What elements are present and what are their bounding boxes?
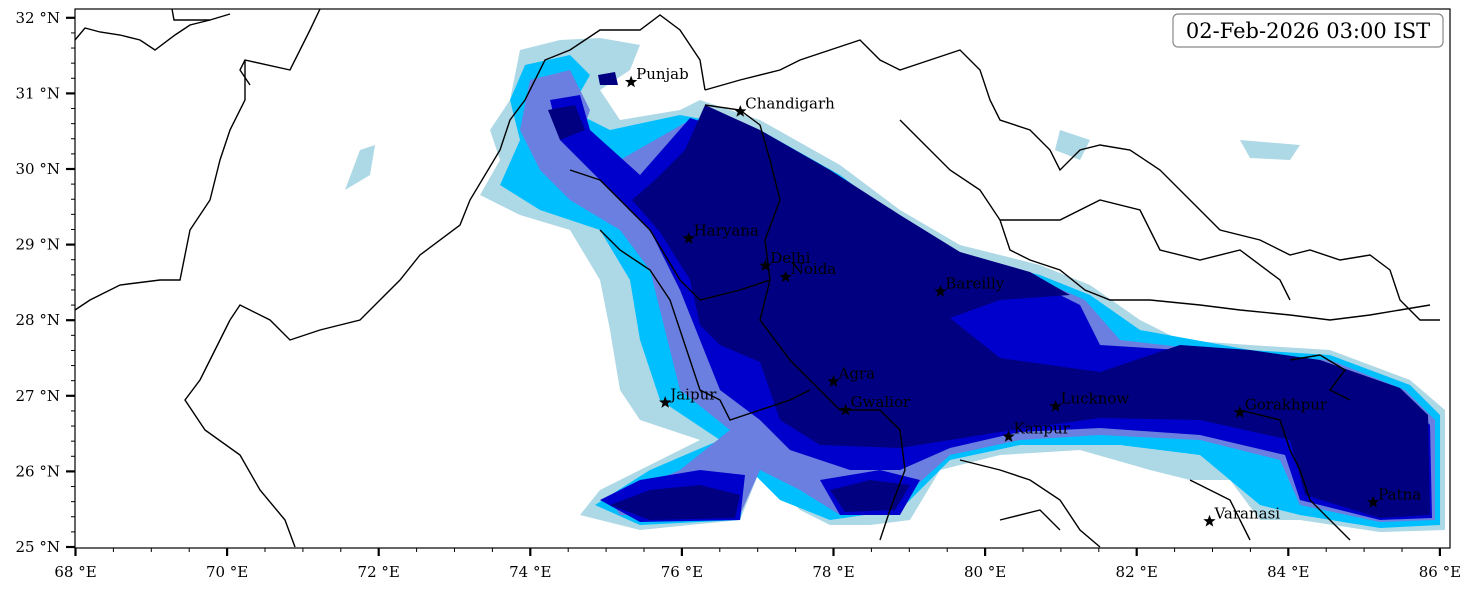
x-tick-label: 76 °E	[661, 563, 703, 581]
x-tick-label: 68 °E	[54, 563, 96, 581]
city-label: Gorakhpur	[1245, 395, 1328, 413]
precip-level-5	[548, 72, 1430, 520]
y-tick-label: 32 °N	[16, 9, 60, 27]
city-label: Varanasi	[1213, 504, 1280, 522]
city-label: Jaipur	[668, 386, 717, 404]
timestamp-box: 02-Feb-2026 03:00 IST	[1172, 13, 1444, 48]
city-star-icon	[1049, 399, 1062, 412]
city-star-icon	[827, 374, 840, 387]
city-star-icon	[934, 285, 947, 297]
y-tick-label: 25 °N	[16, 538, 60, 556]
city-star-icon	[1233, 405, 1246, 418]
x-tick-label: 72 °E	[358, 563, 400, 581]
city-label: Noida	[791, 260, 837, 278]
plot-frame	[74, 8, 1451, 549]
city-star-icon	[1203, 514, 1216, 527]
city-star-icon	[624, 75, 638, 88]
city-star-icon	[779, 270, 792, 283]
city-label: Chandigarh	[745, 95, 835, 113]
timestamp-label: 02-Feb-2026 03:00 IST	[1186, 19, 1430, 43]
city-label: Patna	[1378, 485, 1421, 503]
x-tick-label: 74 °E	[509, 563, 551, 581]
city-star-icon	[734, 105, 747, 117]
city-star-icon	[1002, 430, 1015, 442]
x-tick-label: 80 °E	[964, 563, 1006, 581]
y-tick-label: 27 °N	[16, 387, 60, 405]
city-star-icon	[1367, 495, 1380, 508]
city-label: Haryana	[694, 222, 759, 240]
city-label: Punjab	[636, 65, 689, 83]
borders	[75, 9, 1440, 548]
city-star-icon	[839, 403, 852, 416]
y-tick-label: 29 °N	[16, 236, 60, 254]
city-label: Kanpur	[1014, 420, 1071, 438]
y-tick-label: 28 °N	[16, 311, 60, 329]
y-tick-label: 30 °N	[16, 160, 60, 178]
city-label: Gwalior	[851, 393, 911, 411]
y-tick-label: 31 °N	[16, 84, 60, 102]
city-star-icon	[759, 259, 772, 271]
x-tick-label: 70 °E	[206, 563, 248, 581]
y-tick-label: 26 °N	[16, 462, 60, 480]
city-star-icon	[682, 232, 695, 244]
city-label: Agra	[838, 364, 876, 382]
city-label: Delhi	[770, 249, 810, 267]
x-tick-label: 84 °E	[1267, 563, 1309, 581]
x-tick-label: 78 °E	[812, 563, 854, 581]
city-star-icon	[659, 396, 672, 408]
x-tick-label: 82 °E	[1116, 563, 1158, 581]
x-tick-label: 86 °E	[1419, 563, 1461, 581]
axes: 68 °E 70 °E 72 °E 74 °E 76 °E 78 °E 80 °E 82 °E…	[16, 9, 1462, 581]
city-label: Bareilly	[945, 274, 1004, 292]
city-label: Lucknow	[1061, 389, 1130, 407]
